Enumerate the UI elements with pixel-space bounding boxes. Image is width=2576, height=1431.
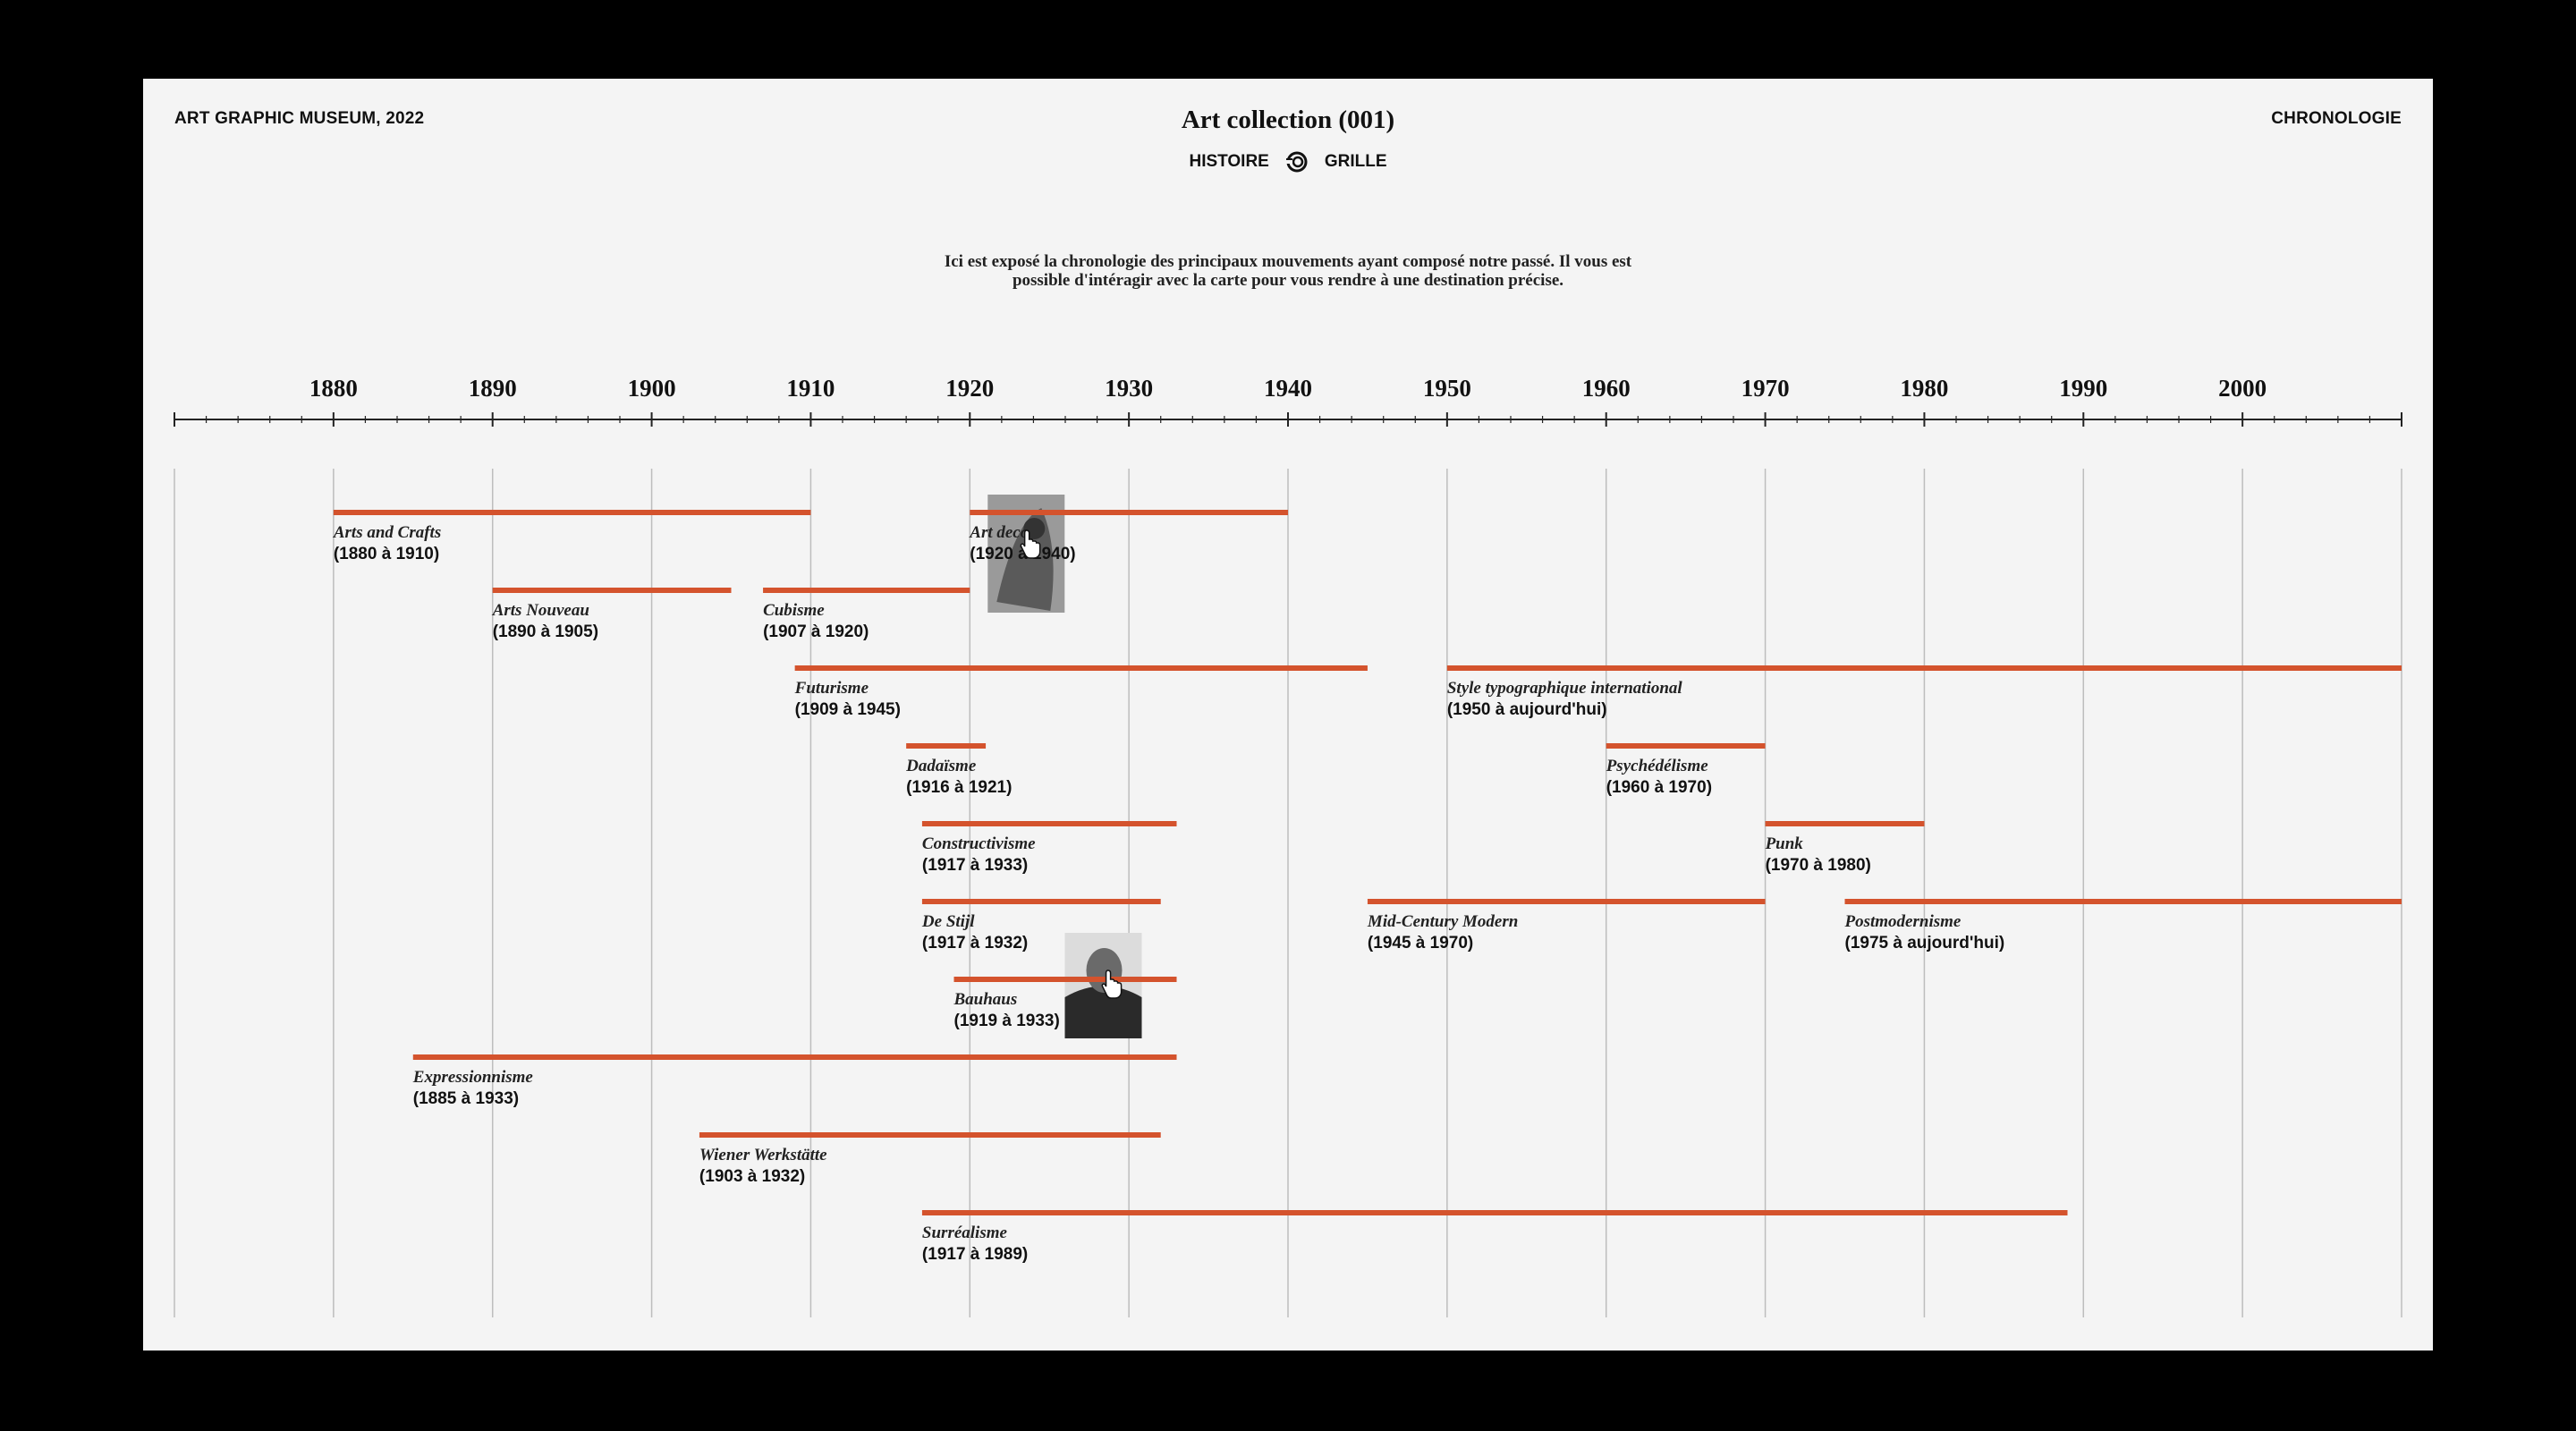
movement-bar[interactable] [970, 510, 1288, 515]
timeline-chart[interactable]: 1880 1890 1900 1910 1920 1930 1940 1950 1960 1970… [143, 79, 2433, 1351]
movement-name[interactable]: Mid-Century Modern [1367, 912, 1518, 931]
view-grille-link[interactable]: GRILLE [1324, 152, 1387, 171]
hand-cursor-icon [1101, 970, 1123, 999]
movement-range: (1916 à 1921) [906, 778, 1012, 797]
movement-name[interactable]: Dadaïsme [905, 757, 977, 775]
axis-year-label[interactable]: 1950 [1423, 375, 1471, 402]
movement-name[interactable]: Art deco [969, 523, 1029, 542]
axis-year-label[interactable]: 2000 [2218, 375, 2267, 402]
movement-name[interactable]: Futurisme [794, 679, 869, 698]
movement-bar[interactable] [1844, 899, 2402, 904]
movement-range: (1917 à 1932) [922, 934, 1028, 953]
movement-name[interactable]: Cubisme [763, 601, 825, 620]
section-label[interactable]: CHRONOLOGIE [2271, 109, 2402, 128]
page-title: Art collection (001) [1181, 106, 1395, 134]
movement-name[interactable]: Surréalisme [922, 1224, 1008, 1242]
movement-range: (1920 à 1940) [970, 545, 1075, 563]
movement-name[interactable]: Punk [1765, 834, 1804, 853]
axis-year-label[interactable]: 1930 [1105, 375, 1153, 402]
view-histoire-link[interactable]: HISTOIRE [1189, 152, 1269, 171]
movement-range: (1950 à aujourd'hui) [1447, 700, 1607, 719]
intro-line-1: Ici est exposé la chronologie des princi… [944, 252, 1632, 271]
movement-bar[interactable] [763, 588, 970, 593]
movement-range: (1890 à 1905) [493, 622, 598, 641]
movement-bar[interactable] [333, 510, 811, 515]
movement-range: (1903 à 1932) [699, 1167, 805, 1186]
movement-bar[interactable] [1606, 743, 1766, 749]
movement-name[interactable]: Expressionnisme [412, 1068, 534, 1087]
axis-year-label[interactable]: 1960 [1582, 375, 1631, 402]
axis-year-label[interactable]: 1940 [1264, 375, 1312, 402]
movement-bar[interactable] [906, 743, 987, 749]
intro-text: Ici est exposé la chronologie des princi… [143, 252, 2433, 290]
axis-year-label[interactable]: 1970 [1741, 375, 1790, 402]
movement-range: (1880 à 1910) [334, 545, 439, 563]
movement-name[interactable]: Arts and Crafts [333, 523, 441, 542]
movement-bar[interactable] [1446, 665, 2402, 671]
movement-name[interactable]: Psychédélisme [1606, 757, 1709, 775]
movement-bar[interactable] [921, 821, 1177, 826]
movement-bar[interactable] [921, 1210, 2068, 1215]
movement-name[interactable]: Postmodernisme [1844, 912, 1962, 931]
movement-range: (1945 à 1970) [1368, 934, 1473, 953]
axis-year-label[interactable]: 1920 [945, 375, 994, 402]
movement-bar[interactable] [699, 1132, 1161, 1138]
axis-year-label[interactable]: 1980 [1900, 375, 1948, 402]
movement-range: (1919 à 1933) [954, 1012, 1060, 1030]
movement-name[interactable]: Arts Nouveau [492, 601, 589, 620]
movement-range: (1917 à 1933) [922, 856, 1028, 875]
movement-name[interactable]: Style typographique international [1447, 679, 1683, 698]
axis-year-label[interactable]: 1910 [786, 375, 835, 402]
movement-range: (1975 à aujourd'hui) [1845, 934, 2005, 953]
view-toggle-icon[interactable] [1284, 150, 1310, 174]
movement-bar[interactable] [412, 1054, 1177, 1060]
axis-year-label[interactable]: 1900 [628, 375, 676, 402]
movement-name[interactable]: Bauhaus [953, 990, 1018, 1009]
axis-year-label[interactable]: 1880 [309, 375, 358, 402]
movement-range: (1970 à 1980) [1766, 856, 1871, 875]
view-switcher: HISTOIRE GRILLE [143, 150, 2433, 174]
timeline-page: ART GRAPHIC MUSEUM, 2022 CHRONOLOGIE Art… [143, 79, 2433, 1351]
movement-bar[interactable] [1765, 821, 1925, 826]
axis-year-label[interactable]: 1990 [2059, 375, 2107, 402]
intro-line-2: possible d'intéragir avec la carte pour … [1012, 271, 1564, 290]
movement-name[interactable]: De Stijl [921, 912, 975, 931]
movement-range: (1909 à 1945) [795, 700, 901, 719]
movement-range: (1917 à 1989) [922, 1245, 1028, 1264]
movement-bar[interactable] [1367, 899, 1766, 904]
movement-bar[interactable] [794, 665, 1368, 671]
movement-range: (1960 à 1970) [1606, 778, 1712, 797]
movement-range: (1885 à 1933) [413, 1089, 519, 1108]
hand-cursor-icon [1020, 529, 1041, 559]
movement-range: (1907 à 1920) [763, 622, 869, 641]
movement-bar[interactable] [492, 588, 732, 593]
movement-bar[interactable] [953, 977, 1177, 982]
movement-name[interactable]: Wiener Werkstätte [699, 1146, 827, 1164]
movement-name[interactable]: Constructivisme [922, 834, 1036, 853]
axis-year-label[interactable]: 1890 [469, 375, 517, 402]
movement-bar[interactable] [921, 899, 1161, 904]
museum-label[interactable]: ART GRAPHIC MUSEUM, 2022 [174, 109, 425, 128]
